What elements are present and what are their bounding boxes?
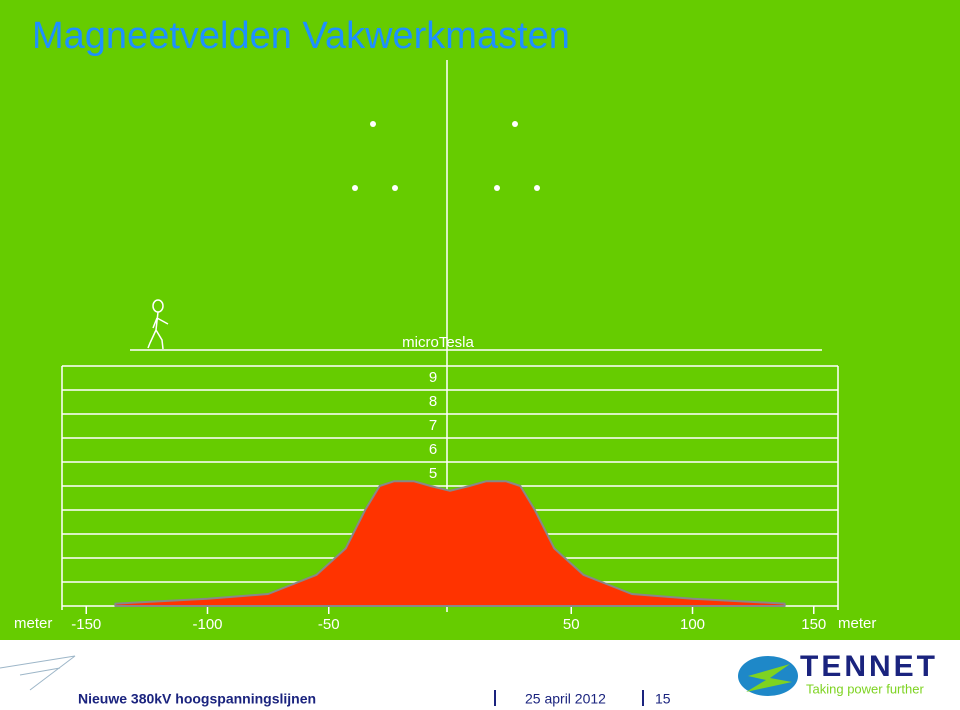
x-axis-label: meter — [838, 615, 876, 632]
area — [114, 480, 786, 607]
logo: TENNET Taking power further — [738, 650, 935, 696]
y-tick-label: 9 — [429, 369, 437, 386]
y-axis-label: microTesla — [402, 334, 474, 351]
page-number: 15 — [655, 691, 671, 707]
x-tick-label: 50 — [563, 616, 580, 633]
x-axis-label: meter — [14, 615, 52, 632]
footer-decoration — [0, 655, 76, 691]
x-tick-label: 150 — [801, 616, 826, 633]
x-tick-label: -100 — [192, 616, 222, 633]
conductors — [352, 121, 540, 191]
x-tick-label: -150 — [71, 616, 101, 633]
logo-tagline: Taking power further — [806, 681, 924, 696]
footer-date: 25 april 2012 — [525, 691, 606, 707]
logo-bolt — [746, 664, 792, 692]
y-tick-label: 5 — [429, 465, 437, 482]
x-tick-label: 100 — [680, 616, 705, 633]
stick-figure — [147, 299, 169, 350]
slide-title: Magneetvelden Vakwerkmasten — [32, 15, 570, 57]
y-tick-label: 7 — [429, 417, 437, 434]
y-tick-label: 8 — [429, 393, 437, 410]
footer-background — [0, 640, 960, 710]
y-tick-label: 6 — [429, 441, 437, 458]
footer-text: Nieuwe 380kV hoogspanningslijnen — [78, 691, 316, 707]
x-tick-label: -50 — [318, 616, 340, 633]
